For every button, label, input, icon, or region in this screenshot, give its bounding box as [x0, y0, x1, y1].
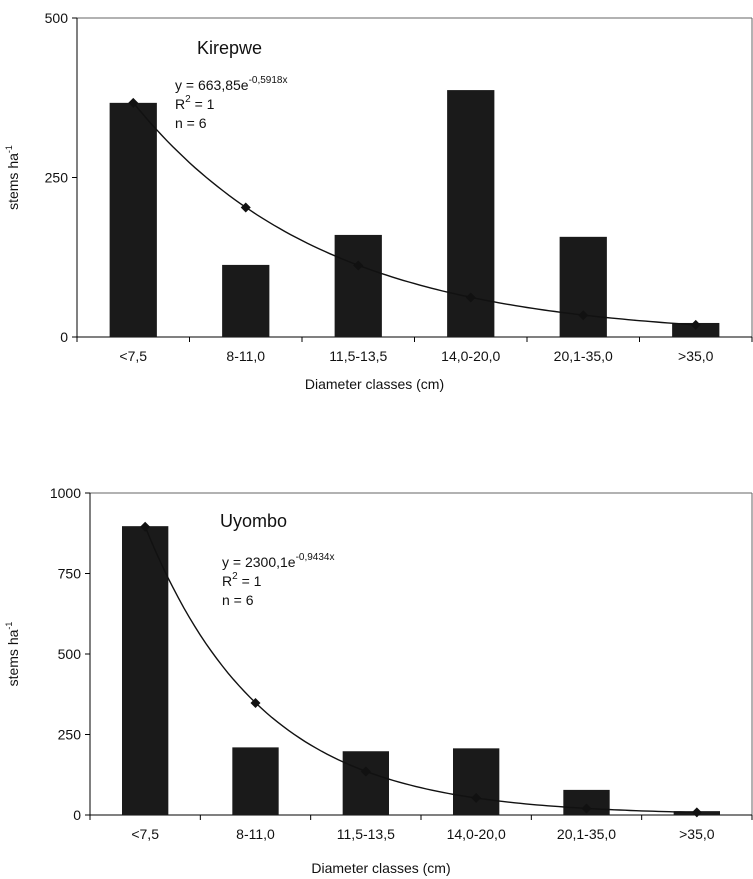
r-squared-value: = 1 — [191, 96, 215, 112]
trend-equation: y = 663,85e-0,5918x — [175, 75, 287, 93]
y-axis-title-base: stems ha — [5, 629, 21, 686]
y-tick-label: 0 — [60, 329, 68, 345]
x-tick-label: 14,0-20,0 — [447, 826, 506, 842]
trend-marker — [578, 310, 589, 321]
r-squared-sup: 2 — [185, 94, 191, 105]
n-label: n = 6 — [175, 115, 207, 131]
x-tick-label: >35,0 — [679, 826, 715, 842]
y-axis-title: stems ha-1 — [4, 622, 21, 687]
r-squared-r: R — [222, 573, 232, 589]
y-axis-title-base: stems ha — [5, 153, 21, 210]
trend-line — [132, 102, 696, 326]
y-axis-title-sup: -1 — [4, 622, 14, 630]
bar — [342, 751, 390, 815]
trend-equation-base: y = 2300,1e — [222, 554, 296, 570]
x-tick-label: 11,5-13,5 — [329, 348, 387, 364]
y-tick-label: 750 — [58, 566, 82, 582]
trend-marker — [471, 792, 482, 803]
y-axis-title: stems ha-1 — [4, 145, 21, 210]
x-tick-label: 14,0-20,0 — [441, 348, 500, 364]
trend-line — [144, 526, 697, 814]
x-tick-label: <7,5 — [131, 826, 159, 842]
trend-equation: y = 2300,1e-0,9434x — [222, 552, 334, 570]
trend-equation-exponent: -0,9434x — [296, 552, 335, 563]
trend-marker — [250, 697, 261, 708]
bar — [559, 236, 607, 337]
y-tick-label: 250 — [45, 170, 69, 186]
bar — [334, 234, 382, 337]
trend-marker — [581, 803, 592, 814]
panel-title: Uyombo — [220, 511, 287, 531]
trend-marker — [691, 807, 702, 818]
trend-marker — [140, 521, 151, 532]
panel-title: Kirepwe — [197, 38, 262, 58]
trend-marker — [240, 202, 251, 213]
trend-equation-base: y = 663,85e — [175, 77, 249, 93]
trend-marker — [465, 292, 476, 303]
r-squared-r: R — [175, 96, 185, 112]
trend-marker — [128, 97, 139, 108]
x-tick-label: 11,5-13,5 — [337, 826, 395, 842]
x-axis-title: Diameter classes (cm) — [311, 860, 450, 876]
r-squared-label: R2 = 1 — [222, 571, 262, 589]
y-tick-label: 0 — [73, 807, 81, 823]
trend-marker — [690, 319, 701, 330]
r-squared-value: = 1 — [238, 573, 262, 589]
chart-kirepwe: 0 250 500 <7,5 8-11,0 11,5-13,5 14,0-20,0 20,1-… — [4, 10, 753, 392]
bar — [452, 748, 500, 815]
bar — [222, 264, 270, 337]
trend-equation-exponent: -0,5918x — [249, 75, 288, 86]
x-tick-label: <7,5 — [119, 348, 147, 364]
y-tick-label: 250 — [58, 727, 82, 743]
x-tick-label: 20,1-35,0 — [557, 826, 616, 842]
x-axis-title: Diameter classes (cm) — [305, 376, 444, 392]
trend-marker — [353, 260, 364, 271]
y-tick-label: 1000 — [50, 485, 81, 501]
x-tick-label: 8-11,0 — [236, 826, 275, 842]
trend-marker — [360, 766, 371, 777]
y-tick-label: 500 — [45, 10, 69, 26]
x-tick-label: >35,0 — [678, 348, 714, 364]
bar — [109, 102, 157, 337]
bar — [232, 747, 279, 815]
chart-uyombo: 0 250 500 750 1000 <7,5 8-11,0 11,5-13,5 14,0-20… — [4, 485, 753, 876]
bar — [672, 322, 720, 337]
y-tick-label: 500 — [58, 646, 82, 662]
bar — [121, 526, 169, 815]
x-tick-label: 20,1-35,0 — [554, 348, 613, 364]
n-label: n = 6 — [222, 592, 254, 608]
x-tick-label: 8-11,0 — [226, 348, 265, 364]
r-squared-label: R2 = 1 — [175, 94, 215, 112]
y-axis-title-sup: -1 — [4, 145, 14, 153]
r-squared-sup: 2 — [232, 571, 238, 582]
